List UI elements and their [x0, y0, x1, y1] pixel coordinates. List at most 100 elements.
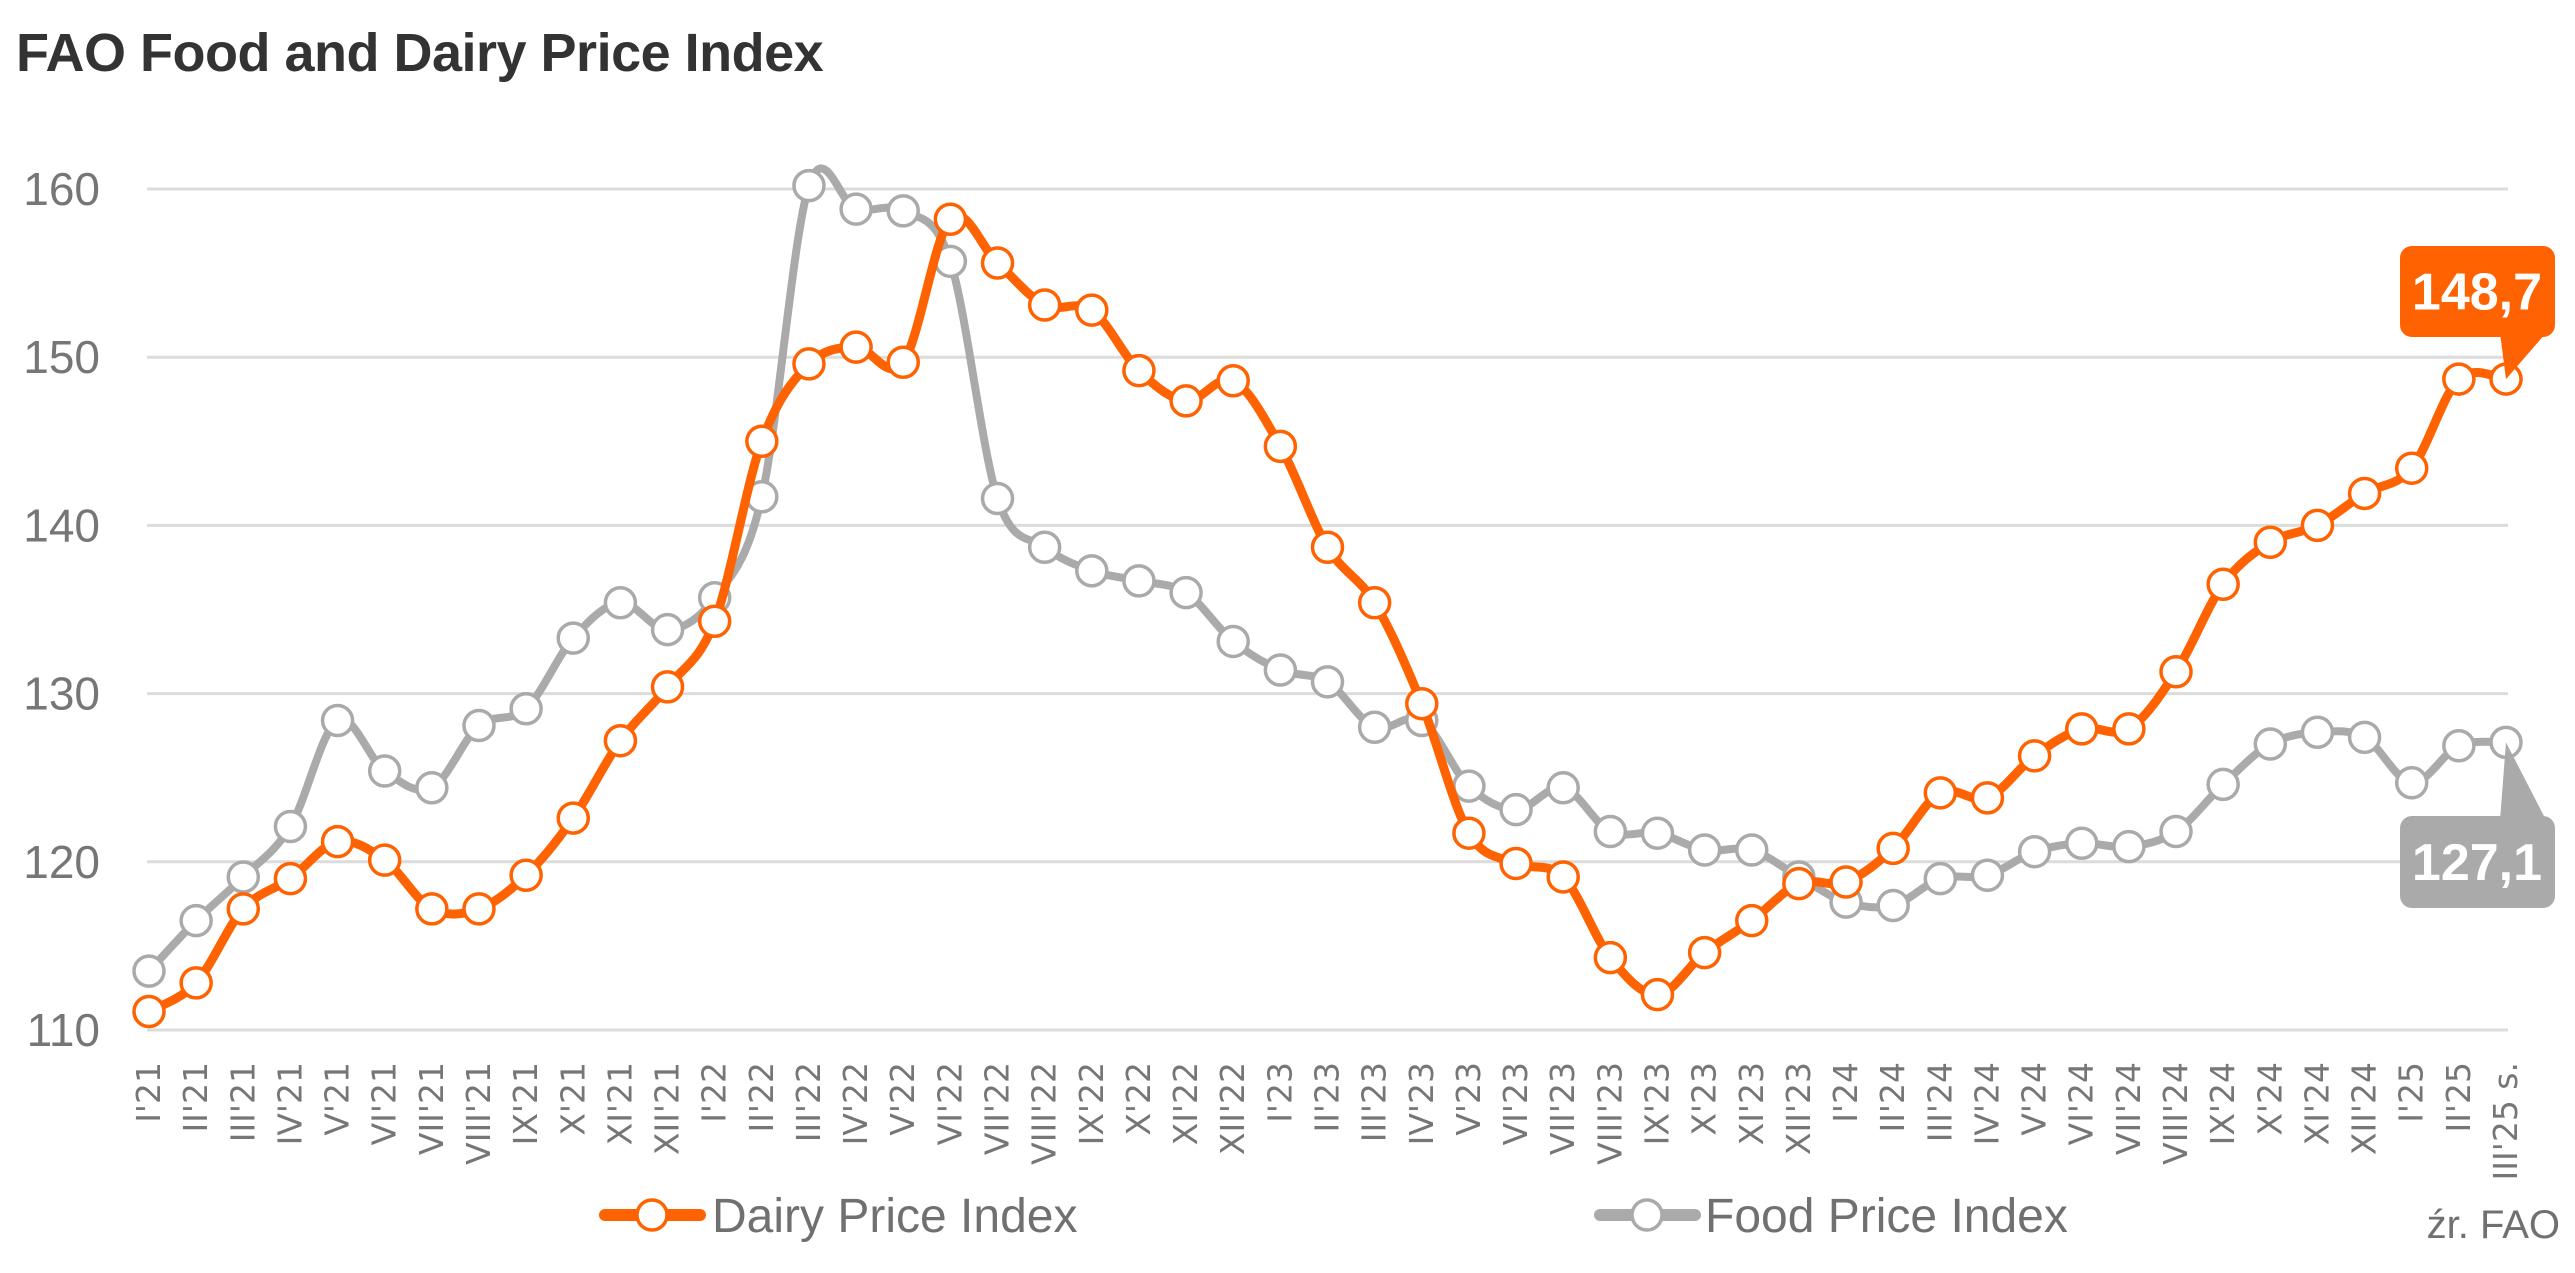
- dairy-point: [650, 670, 685, 704]
- dairy-point: [179, 966, 213, 1000]
- dairy-point: [2112, 712, 2146, 746]
- x-tick-label: IX'21: [506, 1062, 545, 1145]
- legend-item-dairy[interactable]: Dairy Price Index: [599, 1190, 1077, 1243]
- y-tick-label: 120: [23, 836, 100, 888]
- source-note: źr. FAO: [2427, 1203, 2560, 1247]
- dairy-point: [2253, 525, 2288, 559]
- food-point: [2347, 720, 2382, 755]
- food-point: [2159, 814, 2193, 849]
- callout-pointer: [2500, 333, 2546, 380]
- y-tick-label: 110: [27, 1004, 100, 1056]
- food-point: [792, 168, 826, 203]
- dairy-point: [745, 424, 779, 459]
- x-tick-label: IV'22: [836, 1062, 875, 1145]
- x-tick-label: V'22: [883, 1062, 922, 1136]
- food-point: [1169, 575, 1203, 610]
- y-axis-labels: 110 120 130 140 150 160: [23, 163, 100, 1056]
- x-tick-label: II'25: [2439, 1062, 2478, 1133]
- food-point: [886, 194, 920, 228]
- food-point: [2206, 767, 2240, 802]
- x-tick-label: VII'23: [1543, 1062, 1582, 1155]
- x-tick-label: X'21: [553, 1062, 592, 1136]
- dairy-point: [2064, 712, 2099, 746]
- x-tick-label: II'24: [1873, 1062, 1912, 1133]
- food-point: [1263, 653, 1298, 687]
- x-tick-label: XII'23: [1779, 1062, 1818, 1155]
- dairy-point: [1216, 363, 1250, 398]
- food-point: [320, 703, 355, 738]
- food-point: [509, 691, 543, 726]
- x-tick-label: VI'21: [365, 1062, 404, 1145]
- x-tick-label: I'23: [1260, 1062, 1299, 1123]
- food-line: [146, 164, 2507, 974]
- food-point: [1546, 771, 1580, 805]
- x-tick-label: X'24: [2250, 1062, 2289, 1136]
- dairy-point: [1027, 288, 1062, 322]
- x-tick-label: XI'22: [1166, 1062, 1205, 1145]
- dairy-point: [603, 723, 638, 758]
- gridlines: [147, 187, 2508, 1032]
- x-tick-label: IV'23: [1402, 1062, 1441, 1145]
- x-tick-label: IV'21: [270, 1062, 309, 1145]
- callouts: 148,7 127,1: [2400, 246, 2555, 908]
- food-point: [1027, 530, 1062, 565]
- dairy-point: [320, 824, 355, 859]
- food-point: [1499, 792, 1533, 827]
- legend-food-label: Food Price Index: [1705, 1190, 2068, 1243]
- dairy-point: [1263, 429, 1298, 464]
- x-tick-label: IX'24: [2203, 1062, 2242, 1145]
- food-point: [1216, 624, 1250, 659]
- food-point: [1735, 833, 1769, 867]
- x-tick-label: I'25: [2392, 1062, 2431, 1123]
- x-tick-label: XI'21: [600, 1062, 639, 1145]
- dairy-point: [1357, 586, 1392, 620]
- dairy-point: [2159, 654, 2193, 689]
- food-point: [1310, 665, 1345, 699]
- callout-value: 148,7: [2412, 264, 2542, 322]
- x-tick-label: XII'21: [648, 1062, 687, 1155]
- food-point: [603, 586, 638, 620]
- x-tick-label: II'21: [176, 1062, 215, 1133]
- series-dairy: [132, 202, 2523, 1029]
- dairy-point: [1782, 866, 1816, 901]
- x-tick-label: VI'22: [930, 1062, 969, 1145]
- x-tick-label: XI'23: [1732, 1062, 1771, 1145]
- dairy-point: [1122, 353, 1156, 388]
- food-point: [132, 954, 166, 988]
- dairy-point: [509, 858, 543, 893]
- dairy-point: [697, 604, 732, 639]
- dairy-point: [1499, 846, 1533, 881]
- legend-item-food[interactable]: Food Price Index: [1594, 1190, 2068, 1243]
- x-tick-label: XII'24: [2345, 1062, 2384, 1155]
- x-tick-label: VIII'22: [1025, 1062, 1064, 1165]
- food-point: [650, 612, 685, 647]
- food-point: [1687, 833, 1722, 867]
- dairy-point: [1829, 865, 1863, 899]
- chart-title: FAO Food and Dairy Price Index: [16, 23, 824, 83]
- callout-box: [2400, 816, 2555, 908]
- food-point: [415, 771, 449, 805]
- dairy-point: [886, 345, 920, 379]
- dairy-point: [792, 347, 826, 381]
- food-point: [273, 809, 308, 844]
- x-tick-label: III'25 s.: [2486, 1062, 2525, 1180]
- x-tick-label: VIII'23: [1590, 1062, 1629, 1165]
- x-tick-label: VII'21: [412, 1062, 451, 1155]
- x-tick-label: XII'22: [1213, 1062, 1252, 1155]
- x-tick-label: X'23: [1685, 1062, 1724, 1136]
- food-point: [226, 860, 261, 894]
- dairy-point: [415, 892, 449, 926]
- dairy-point: [1169, 384, 1203, 418]
- dairy-point: [1687, 935, 1722, 970]
- dairy-point: [2442, 362, 2476, 396]
- food-point: [2253, 727, 2288, 761]
- x-tick-label: V'24: [2015, 1062, 2054, 1136]
- x-tick-label: XI'24: [2297, 1062, 2336, 1145]
- food-value-callout: 127,1: [2400, 742, 2555, 908]
- food-point: [462, 708, 496, 743]
- x-tick-label: VII'22: [978, 1062, 1017, 1155]
- food-point: [179, 903, 213, 938]
- dairy-point: [2347, 476, 2382, 511]
- x-tick-label: IX'22: [1072, 1062, 1111, 1145]
- y-tick-label: 140: [23, 499, 100, 551]
